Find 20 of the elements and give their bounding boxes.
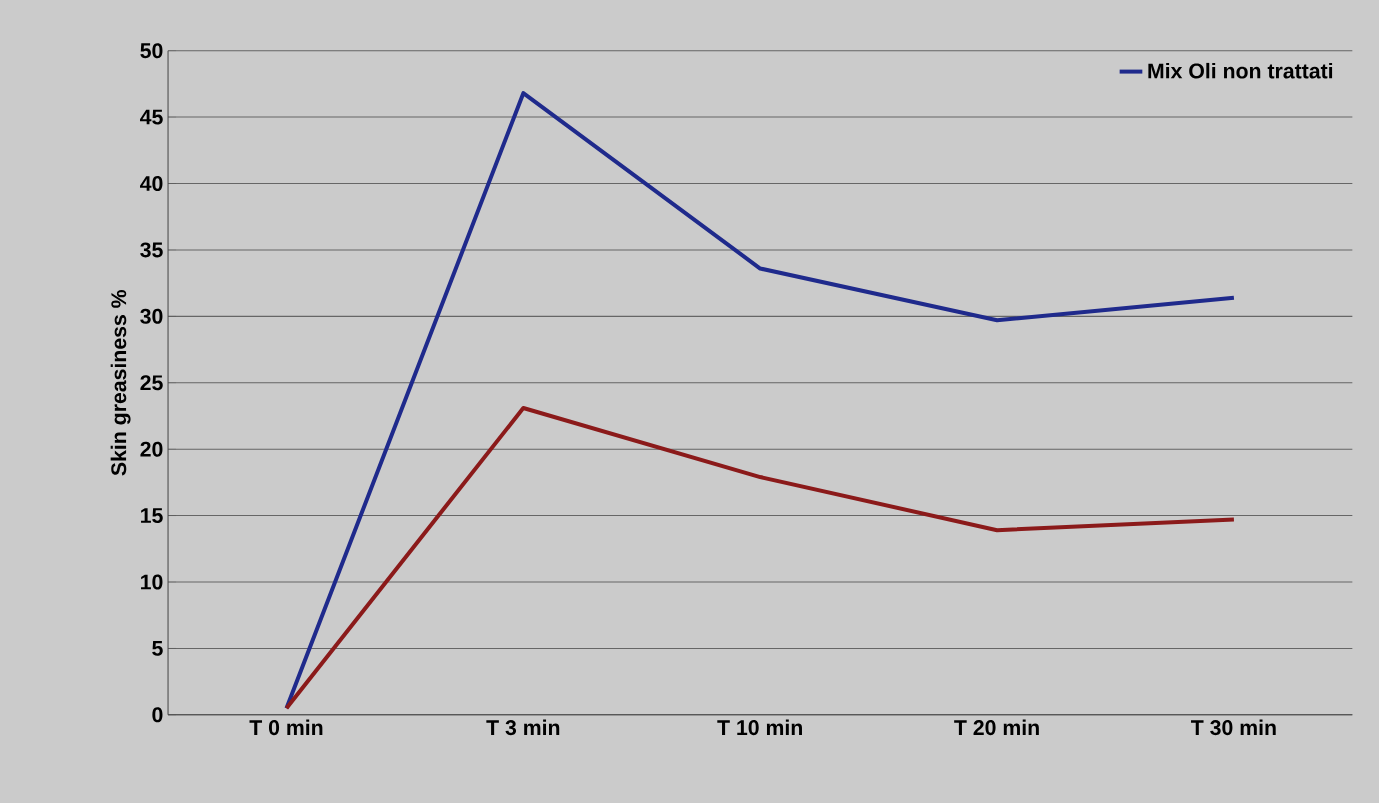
y-tick-label: 50 (140, 43, 163, 59)
y-tick-label: 25 (140, 375, 163, 391)
x-tick-label: T 0 min (249, 719, 323, 736)
y-tick-label: 20 (140, 441, 163, 457)
x-tick-label: T 30 min (1191, 719, 1276, 736)
y-tick-label: 45 (140, 109, 163, 125)
y-tick-label: 5 (152, 641, 163, 656)
y-tick-label: 40 (140, 176, 163, 192)
y-tick-label: 10 (141, 574, 163, 590)
y-tick-label: 0 (152, 707, 163, 723)
x-tick-label: T 20 min (954, 719, 1039, 736)
legend-label: Mix Oli non trattati (1148, 62, 1333, 79)
y-axis-title: Skin greasiness % (110, 290, 131, 476)
x-tick-label: T 10 min (717, 719, 802, 736)
line-series (284, 91, 1236, 711)
y-tick-label: 35 (140, 242, 163, 258)
line-series (284, 406, 1236, 711)
x-tick-label: T 3 min (486, 719, 560, 736)
y-tick-label: 30 (140, 308, 163, 324)
y-tick-label: 15 (141, 508, 163, 524)
